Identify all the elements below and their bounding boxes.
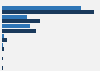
Bar [2, 6, 81, 10]
Bar [2, 24, 30, 28]
Bar [2, 15, 27, 19]
Bar [2, 66, 3, 70]
Bar [2, 10, 94, 14]
Bar [2, 57, 3, 60]
Bar [2, 38, 7, 42]
Bar [2, 19, 40, 23]
Bar [2, 34, 4, 38]
Bar [2, 43, 3, 47]
Bar [2, 29, 36, 33]
Bar [2, 47, 4, 51]
